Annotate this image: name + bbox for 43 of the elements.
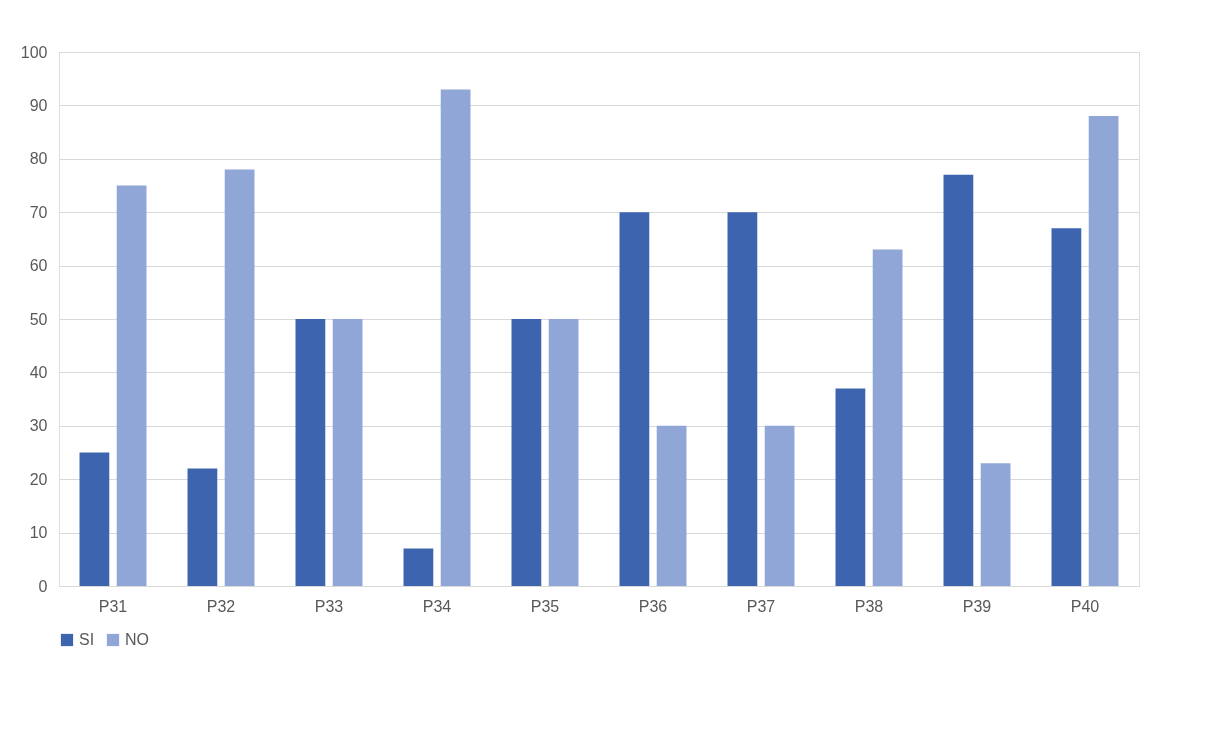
y-tick-label: 30 — [29, 417, 48, 435]
x-tick-label: P36 — [638, 597, 668, 615]
x-tick-label: P32 — [206, 597, 236, 615]
x-tick-label: P35 — [530, 597, 560, 615]
y-tick-label: 80 — [29, 150, 48, 168]
bar — [619, 212, 650, 586]
x-tick-label: P40 — [1070, 597, 1100, 615]
x-tick-label: P37 — [746, 597, 776, 615]
bar — [980, 463, 1011, 586]
bar — [332, 319, 363, 586]
y-tick-label: 20 — [29, 470, 48, 488]
x-tick-label: P39 — [962, 597, 992, 615]
y-tick-label: 60 — [29, 257, 48, 275]
y-tick-label: 100 — [20, 43, 48, 61]
bar — [295, 319, 326, 586]
x-tick-label: P38 — [854, 597, 884, 615]
bar — [79, 452, 110, 586]
y-tick-label: 10 — [29, 524, 48, 542]
bar — [764, 425, 795, 586]
bar — [656, 425, 687, 586]
x-tick-label: P33 — [314, 597, 344, 615]
x-tick-label: P31 — [98, 597, 128, 615]
bar — [835, 388, 866, 586]
y-tick-label: 50 — [29, 310, 48, 328]
bar — [1051, 228, 1082, 586]
y-tick-label: 0 — [38, 577, 48, 595]
bar — [403, 548, 434, 586]
bar — [943, 174, 974, 586]
x-tick-label: P34 — [422, 597, 452, 615]
legend-label: NO — [125, 631, 149, 648]
y-tick-label: 40 — [29, 363, 48, 381]
bar — [187, 468, 218, 586]
bar — [440, 89, 471, 586]
bar — [116, 185, 147, 586]
bar — [548, 319, 579, 586]
legend-label: SI — [79, 631, 95, 648]
bar — [511, 319, 542, 586]
y-tick-label: 70 — [29, 203, 48, 221]
bar — [1088, 116, 1119, 586]
bar — [727, 212, 758, 586]
bar — [224, 169, 255, 586]
bar — [872, 249, 903, 586]
y-tick-label: 90 — [29, 96, 48, 114]
